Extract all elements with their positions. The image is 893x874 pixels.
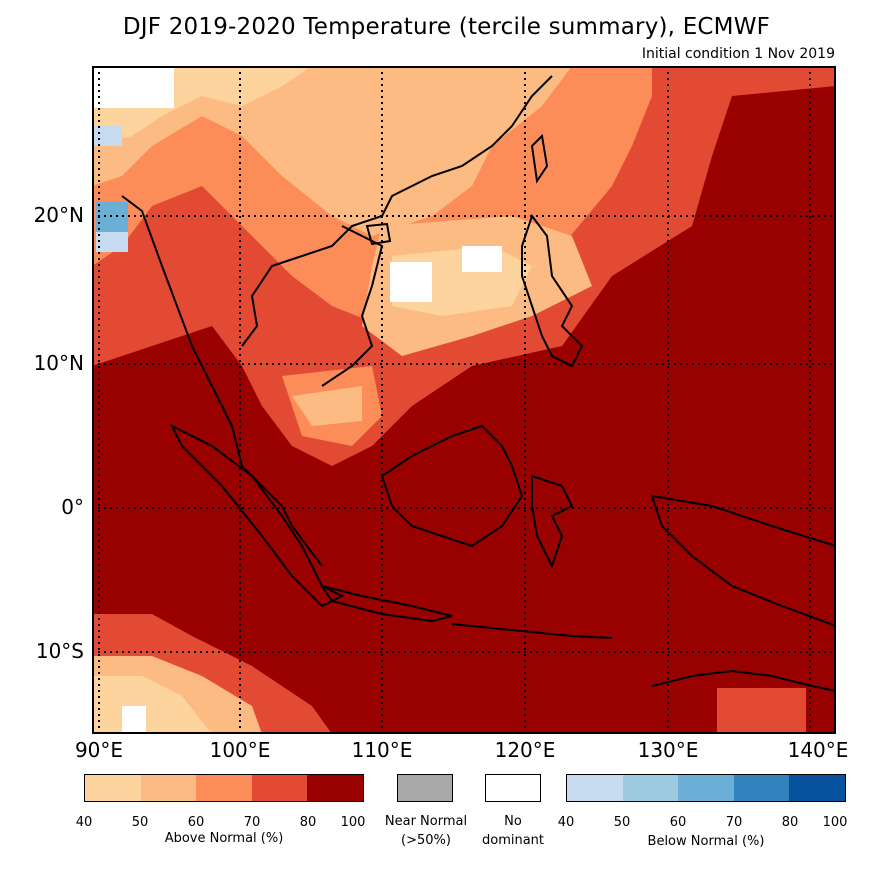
temperature-map — [92, 66, 836, 734]
below-tick: 50 — [613, 815, 631, 830]
below-normal-label: Below Normal (%) — [647, 834, 765, 849]
lon-label-120e: 120°E — [494, 738, 556, 762]
above-tick: 40 — [75, 815, 93, 830]
sulawesi — [531, 474, 574, 569]
above-normal-colorbar — [84, 774, 364, 802]
below-tick: 70 — [725, 815, 743, 830]
below-tick: 60 — [669, 815, 687, 830]
above-tick: 60 — [187, 815, 205, 830]
above-seg-40-50 — [85, 775, 141, 801]
hainan — [365, 222, 392, 246]
philippines — [521, 213, 584, 368]
patch-above-50 — [92, 66, 572, 236]
below-tick: 80 — [781, 815, 799, 830]
lon-label-140e: 140°E — [787, 738, 849, 762]
lon-label-110e: 110°E — [351, 738, 413, 762]
above-tick: 70 — [243, 815, 261, 830]
lesser-sunda — [451, 623, 613, 639]
above-tick: 50 — [131, 815, 149, 830]
near-normal-label-1: Near Normal — [384, 814, 468, 829]
initial-condition-label: Initial condition 1 Nov 2019 — [641, 46, 835, 62]
borneo — [380, 424, 524, 548]
australia — [651, 669, 836, 692]
java — [319, 584, 453, 623]
below-seg-60-70 — [678, 775, 734, 801]
lon-label-130e: 130°E — [637, 738, 699, 762]
above-seg-80-100 — [307, 775, 363, 801]
above-tick: 100 — [340, 815, 366, 830]
above-normal-label: Above Normal (%) — [164, 831, 284, 846]
patch-below-50 — [94, 126, 122, 146]
no-dominant-label-2: dominant — [481, 833, 545, 848]
patch-no-dominant-sw — [122, 706, 146, 734]
above-seg-50-60 — [140, 775, 197, 801]
patch-no-dominant-3 — [94, 68, 174, 108]
above-tick: 80 — [299, 815, 317, 830]
taiwan — [530, 133, 549, 184]
patch-above-70-se — [717, 688, 806, 734]
patch-below-60 — [96, 232, 128, 252]
lat-label-0: 0° — [61, 495, 84, 519]
chart-title: DJF 2019-2020 Temperature (tercile summa… — [122, 14, 771, 40]
map-frame — [92, 66, 836, 734]
below-seg-80-100 — [789, 775, 845, 801]
below-tick: 100 — [822, 815, 848, 830]
below-tick: 40 — [557, 815, 575, 830]
gridlines — [92, 66, 836, 734]
map-canvas — [92, 66, 836, 734]
patch-no-dominant-2 — [462, 246, 502, 272]
below-seg-70-80 — [733, 775, 790, 801]
above-seg-60-70 — [196, 775, 252, 801]
lat-label-10s: 10°S — [35, 639, 84, 663]
below-seg-50-60 — [622, 775, 679, 801]
near-normal-swatch — [397, 774, 453, 802]
below-normal-colorbar — [566, 774, 846, 802]
lon-label-100e: 100°E — [209, 738, 271, 762]
sumatra — [169, 423, 345, 608]
lat-label-20n: 20°N — [33, 203, 84, 227]
probability-patches — [92, 66, 836, 734]
patch-no-dominant-1 — [390, 262, 432, 302]
lat-label-10n: 10°N — [33, 351, 84, 375]
patch-above-50-gulf-thailand — [292, 386, 362, 426]
near-normal-label-2: (>50%) — [401, 833, 451, 848]
above-seg-70-80 — [251, 775, 308, 801]
no-dominant-label-1: No — [504, 814, 522, 829]
below-seg-40-50 — [567, 775, 623, 801]
no-dominant-swatch — [485, 774, 541, 802]
new-guinea — [650, 494, 836, 628]
lon-label-90e: 90°E — [74, 738, 124, 762]
